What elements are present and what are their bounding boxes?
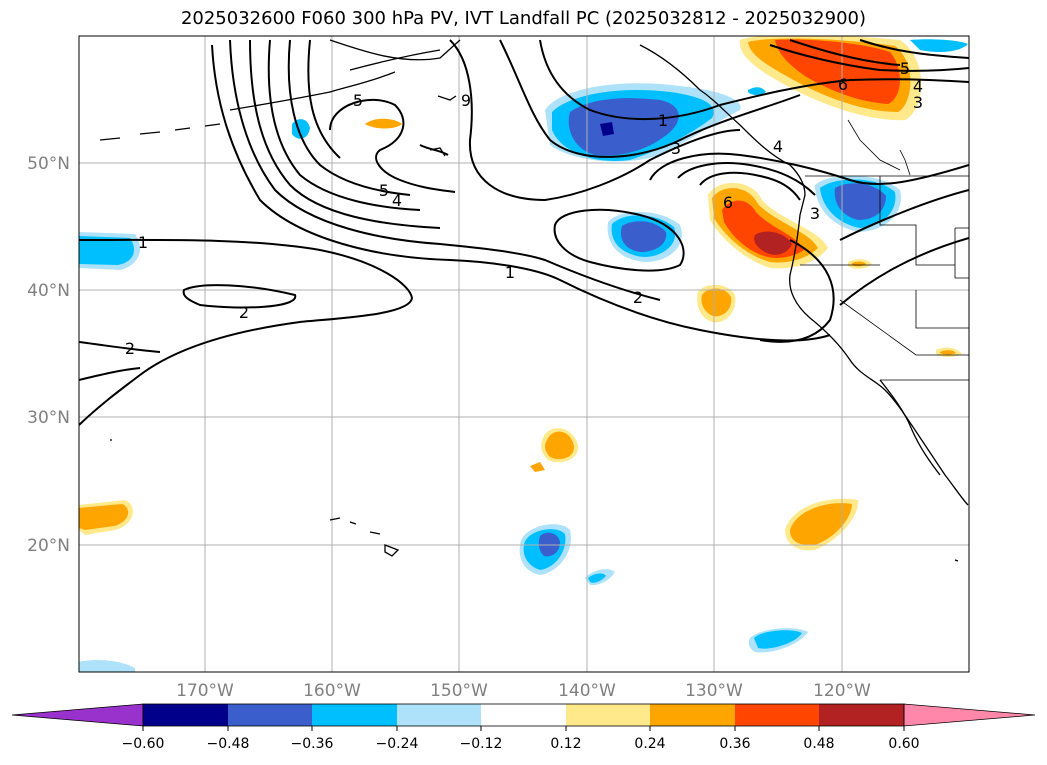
political-borders xyxy=(800,119,969,381)
colorbar-tick-label: 0.48 xyxy=(803,736,834,752)
map-background xyxy=(79,36,969,672)
colorbar-segment xyxy=(397,704,481,726)
positive-anomaly-north xyxy=(739,36,968,121)
contour-label: 4 xyxy=(913,77,923,96)
colorbar-tick-label: −0.60 xyxy=(122,736,165,752)
contour-label: 1 xyxy=(658,111,668,130)
contour-label: 5 xyxy=(353,91,363,110)
colorbar-segment xyxy=(481,704,566,726)
colorbar-tick-label: −0.12 xyxy=(460,736,503,752)
lon-label: 120°W xyxy=(813,681,871,701)
colorbar-tick-label: −0.48 xyxy=(207,736,250,752)
contour-label: 2 xyxy=(239,303,249,322)
colorbar-segment xyxy=(735,704,819,726)
lon-label: 170°W xyxy=(176,681,234,701)
contour-label: 1 xyxy=(138,233,148,252)
colorbar-extend-high xyxy=(903,703,1036,727)
longitude-labels: 170°W 160°W 150°W 140°W 130°W 120°W xyxy=(176,681,871,701)
contour-label: 2 xyxy=(633,288,643,307)
contour-label: 6 xyxy=(838,75,848,94)
lon-label: 160°W xyxy=(303,681,361,701)
shaded-regions xyxy=(79,36,968,672)
colorbar-tick-label: 0.60 xyxy=(888,736,919,752)
contour-label: 3 xyxy=(671,139,681,158)
small-orange-1 xyxy=(365,118,402,129)
colorbar-segment xyxy=(650,704,735,726)
colorbar-segment xyxy=(312,704,397,726)
lon-label: 130°W xyxy=(685,681,743,701)
map-frame xyxy=(78,35,970,673)
colorbar-extend-low xyxy=(11,703,144,727)
contour-label: 1 xyxy=(505,263,515,282)
lat-label: 20°N xyxy=(27,536,70,556)
contour-label: 3 xyxy=(913,93,923,112)
graticule xyxy=(79,36,969,672)
positive-anomaly-oregon xyxy=(708,182,828,269)
contour-label: 4 xyxy=(773,137,783,156)
colorbar-tick-label: 0.24 xyxy=(634,736,665,752)
contour-label: 9 xyxy=(461,91,471,110)
negative-anomaly-washington xyxy=(815,175,901,232)
lat-label: 50°N xyxy=(27,154,70,174)
colorbar-tick-label: −0.36 xyxy=(291,736,334,752)
lon-label: 150°W xyxy=(430,681,488,701)
colorbar-segment xyxy=(143,704,228,726)
colorbar-segment xyxy=(566,704,650,726)
colorbar-segment xyxy=(819,704,904,726)
contour-label: 5 xyxy=(900,59,910,78)
contour-label: 2 xyxy=(125,339,135,358)
contour-label: 3 xyxy=(810,204,820,223)
contour-label: 6 xyxy=(723,193,733,212)
lat-label: 30°N xyxy=(27,408,70,428)
colorbar-tick-label: 0.36 xyxy=(719,736,750,752)
colorbar: −0.60 −0.48 −0.36 −0.24 −0.12 0.12 0.24 … xyxy=(11,703,1036,752)
colorbar-tick-label: 0.12 xyxy=(550,736,581,752)
lon-label: 140°W xyxy=(558,681,616,701)
contour-label: 4 xyxy=(392,191,402,210)
negative-anomaly-gulf-alaska xyxy=(545,83,741,162)
pv-contour-labels: 1 1 1 2 2 2 3 3 3 4 4 4 5 5 5 6 6 9 xyxy=(125,59,923,358)
contour-label: 5 xyxy=(379,181,389,200)
negative-anomaly-west-edge xyxy=(79,232,140,270)
colorbar-tick-label: −0.24 xyxy=(376,736,419,752)
colorbar-segment xyxy=(228,704,312,726)
map-panel: 1 1 1 2 2 2 3 3 3 4 4 4 5 5 5 6 6 9 xyxy=(78,35,970,673)
latitude-labels: 50°N 40°N 30°N 20°N xyxy=(27,154,70,556)
pv-contours xyxy=(79,39,969,426)
map-title: 2025032600 F060 300 hPa PV, IVT Landfall… xyxy=(180,8,867,29)
lat-label: 40°N xyxy=(27,281,70,301)
